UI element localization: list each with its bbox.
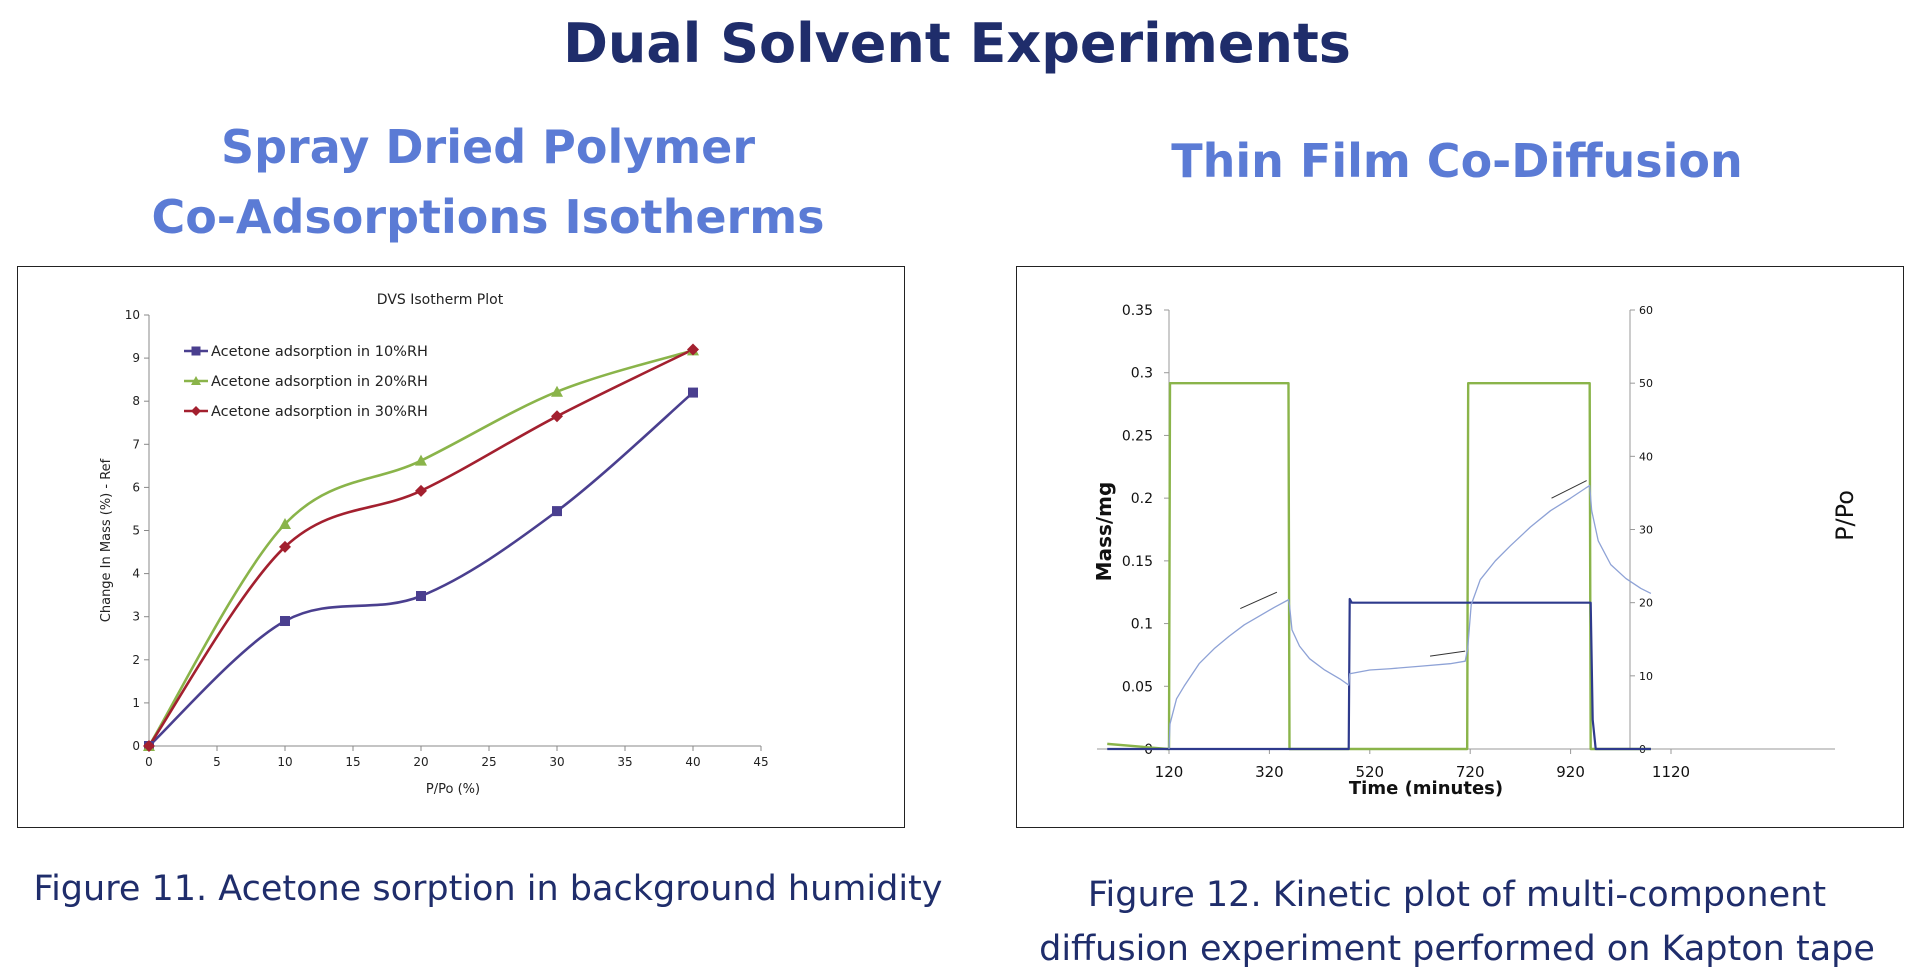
figure-12-caption-line-1: Figure 12. Kinetic plot of multi-compone… (1087, 875, 1827, 915)
y-tick-label: 10 (125, 308, 140, 322)
page-title: Dual Solvent Experiments (563, 12, 1351, 75)
mass-uptake-series (1168, 484, 1652, 750)
left-y-tick-label: 0.05 (1122, 679, 1153, 695)
left-heading-line-2: Co-Adsorptions Isotherms (151, 190, 825, 244)
series-line (147, 349, 694, 747)
data-point-triangle (551, 385, 563, 397)
x-tick-label: 20 (413, 755, 428, 769)
x-tick-label: 120 (1155, 763, 1184, 781)
slope-guide-3 (1551, 480, 1587, 499)
left-y-tick-label: 0.2 (1131, 491, 1153, 507)
y-tick-label: 6 (132, 480, 140, 494)
data-point-triangle (415, 454, 427, 466)
series-line (148, 391, 694, 747)
kinetic-chart: 00.050.10.150.20.250.30.3501020304050601… (1092, 303, 1859, 799)
y-tick-label: 5 (132, 524, 140, 538)
data-point-square (688, 387, 698, 398)
left-y-axis-label: Mass/mg (1092, 482, 1116, 582)
data-point-diamond (279, 540, 291, 553)
y-tick-label: 4 (132, 567, 140, 581)
legend-marker (191, 346, 201, 356)
left-chart-heading: Spray Dried Polymer Co-Adsorptions Isoth… (0, 112, 976, 252)
left-y-tick-label: 0.1 (1131, 617, 1153, 633)
x-tick-label: 320 (1255, 763, 1284, 781)
figure-12-caption-line-2: diffusion experiment performed on Kapton… (1039, 929, 1875, 969)
data-point-diamond (415, 484, 427, 497)
data-point-diamond (143, 740, 155, 752)
x-tick-label: 40 (685, 755, 700, 769)
data-point-square (416, 591, 426, 602)
data-point-square (280, 616, 290, 627)
data-point-square (552, 506, 562, 517)
left-y-tick-label: 0.3 (1131, 366, 1153, 382)
y-tick-label: 7 (132, 437, 140, 451)
legend-entry: Acetone adsorption in 20%RH (211, 374, 428, 390)
y-tick-label: 0 (132, 739, 140, 753)
legend-entry: Acetone adsorption in 30%RH (211, 404, 428, 420)
x-tick-label: 10 (277, 755, 292, 769)
x-tick-label: 5 (213, 755, 221, 769)
x-tick-label: 15 (345, 755, 360, 769)
slope-guide-1 (1240, 591, 1278, 609)
y-tick-label: 8 (132, 394, 140, 408)
right-y-tick-label: 60 (1639, 304, 1653, 317)
legend-marker (191, 376, 201, 385)
legend-entry: Acetone adsorption in 10%RH (211, 344, 428, 360)
series-line (147, 348, 694, 747)
x-tick-label: 720 (1456, 763, 1485, 781)
y-tick-label: 1 (132, 696, 140, 710)
kinetic-chart-frame: 0 0.05 0.1 0.15 0.2 0.25 0.3 0.35 0 10 20 30 40 50 60 1… (1016, 266, 1904, 828)
figure-11-caption: Figure 11. Acetone sorption in backgroun… (33, 869, 943, 909)
left-y-tick-label: 0.25 (1122, 428, 1153, 444)
right-y-tick-label: 50 (1639, 377, 1653, 390)
pressure-step-series (1107, 381, 1651, 751)
x-tick-label: 0 (145, 755, 153, 769)
y-tick-label: 9 (132, 351, 140, 365)
figure-12-caption: Figure 12. Kinetic plot of multi-compone… (1000, 868, 1914, 976)
slope-guide-2 (1429, 650, 1466, 657)
right-y-tick-label: 10 (1639, 670, 1653, 683)
chart-title: DVS Isotherm Plot (377, 292, 504, 308)
x-tick-label: 920 (1556, 763, 1585, 781)
right-y-tick-label: 40 (1639, 450, 1653, 463)
right-chart-heading: Thin Film Co-Diffusion (1171, 134, 1743, 188)
x-tick-label: 25 (481, 755, 496, 769)
y-tick-label: 2 (132, 653, 140, 667)
legend-marker (191, 406, 201, 416)
data-point-triangle (279, 518, 291, 530)
x-tick-label: 1120 (1652, 763, 1690, 781)
right-y-tick-label: 20 (1639, 597, 1653, 610)
left-heading-line-1: Spray Dried Polymer (220, 120, 756, 174)
right-y-axis-label: P/Po (1831, 490, 1859, 541)
data-point-diamond (551, 410, 563, 423)
left-y-tick-label: 0.15 (1122, 554, 1153, 570)
x-tick-label: 45 (753, 755, 768, 769)
y-tick-label: 3 (132, 610, 140, 624)
x-tick-label: 30 (549, 755, 564, 769)
x-tick-label: 35 (617, 755, 632, 769)
left-y-tick-label: 0.35 (1122, 303, 1153, 319)
data-point-diamond (687, 343, 699, 356)
humidity-step-series (1107, 597, 1651, 751)
y-axis-label: Change In Mass (%) - Ref (99, 458, 114, 622)
x-tick-label: 520 (1355, 763, 1384, 781)
right-y-tick-label: 30 (1639, 524, 1653, 537)
x-axis-label: P/Po (%) (426, 782, 480, 797)
x-axis-label: Time (minutes) (1349, 778, 1503, 799)
isotherm-chart-frame: DVS Isotherm Plot 0 1 2 3 4 5 6 7 8 9 10 0 5 10 15 20 25 3… (17, 266, 905, 828)
